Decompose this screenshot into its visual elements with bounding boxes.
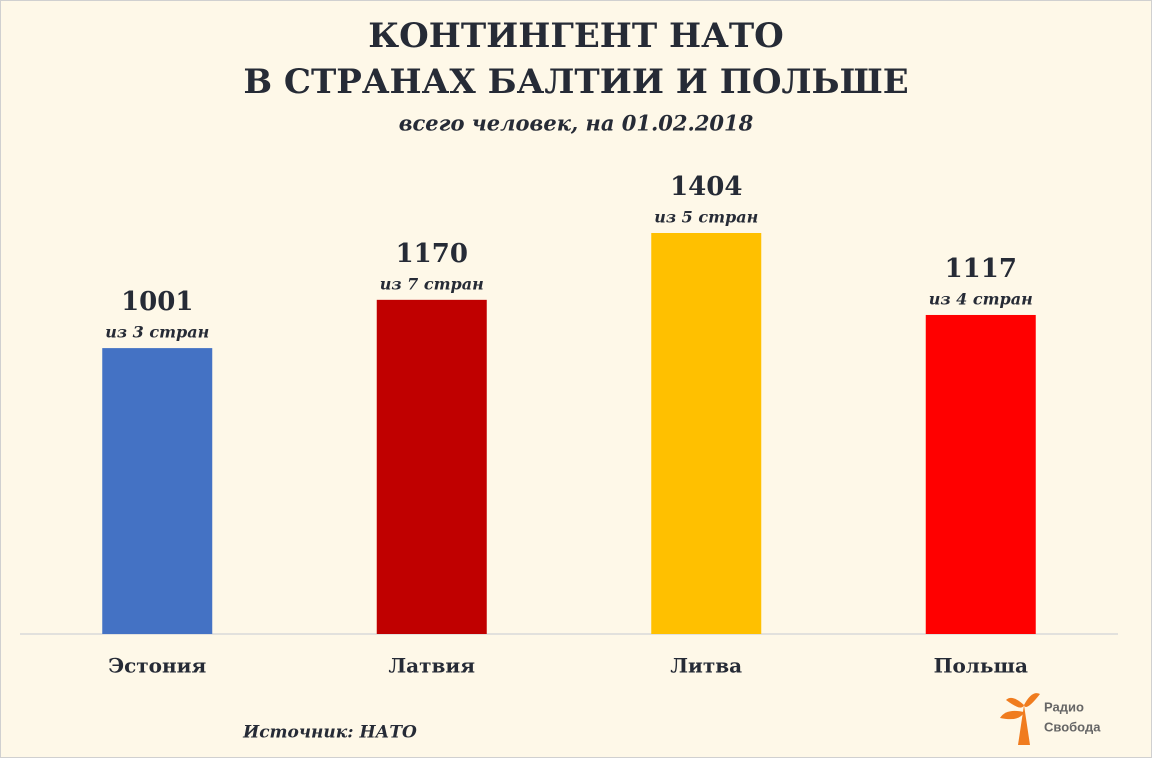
bar bbox=[376, 299, 487, 634]
logo-text: Свобода bbox=[1044, 719, 1101, 734]
logo-text: Радио bbox=[1044, 699, 1084, 714]
x-tick-label: Литва bbox=[670, 654, 742, 678]
logo-icon bbox=[1000, 693, 1040, 745]
annotation: из 7 стран bbox=[380, 274, 484, 293]
value-label: 1404 bbox=[670, 172, 742, 202]
x-tick-label: Польша bbox=[934, 654, 1028, 678]
bar bbox=[925, 314, 1036, 634]
bar bbox=[102, 348, 213, 634]
chart-title: КОНТИНГЕНТ НАТО bbox=[368, 16, 784, 56]
annotation: из 5 стран bbox=[654, 208, 758, 227]
source: Источник: НАТО bbox=[242, 723, 417, 743]
annotation: из 3 стран bbox=[105, 323, 209, 342]
value-label: 1117 bbox=[945, 254, 1017, 284]
x-tick-label: Латвия bbox=[388, 654, 475, 678]
x-tick-label: Эстония bbox=[108, 654, 206, 678]
chart-subtitle: всего человек, на 01.02.2018 bbox=[399, 111, 754, 136]
bar bbox=[651, 233, 762, 634]
value-label: 1170 bbox=[396, 239, 468, 269]
annotation: из 4 стран bbox=[929, 289, 1033, 308]
value-label: 1001 bbox=[121, 287, 193, 317]
chart-title: В СТРАНАХ БАЛТИИ И ПОЛЬШЕ bbox=[243, 62, 908, 102]
